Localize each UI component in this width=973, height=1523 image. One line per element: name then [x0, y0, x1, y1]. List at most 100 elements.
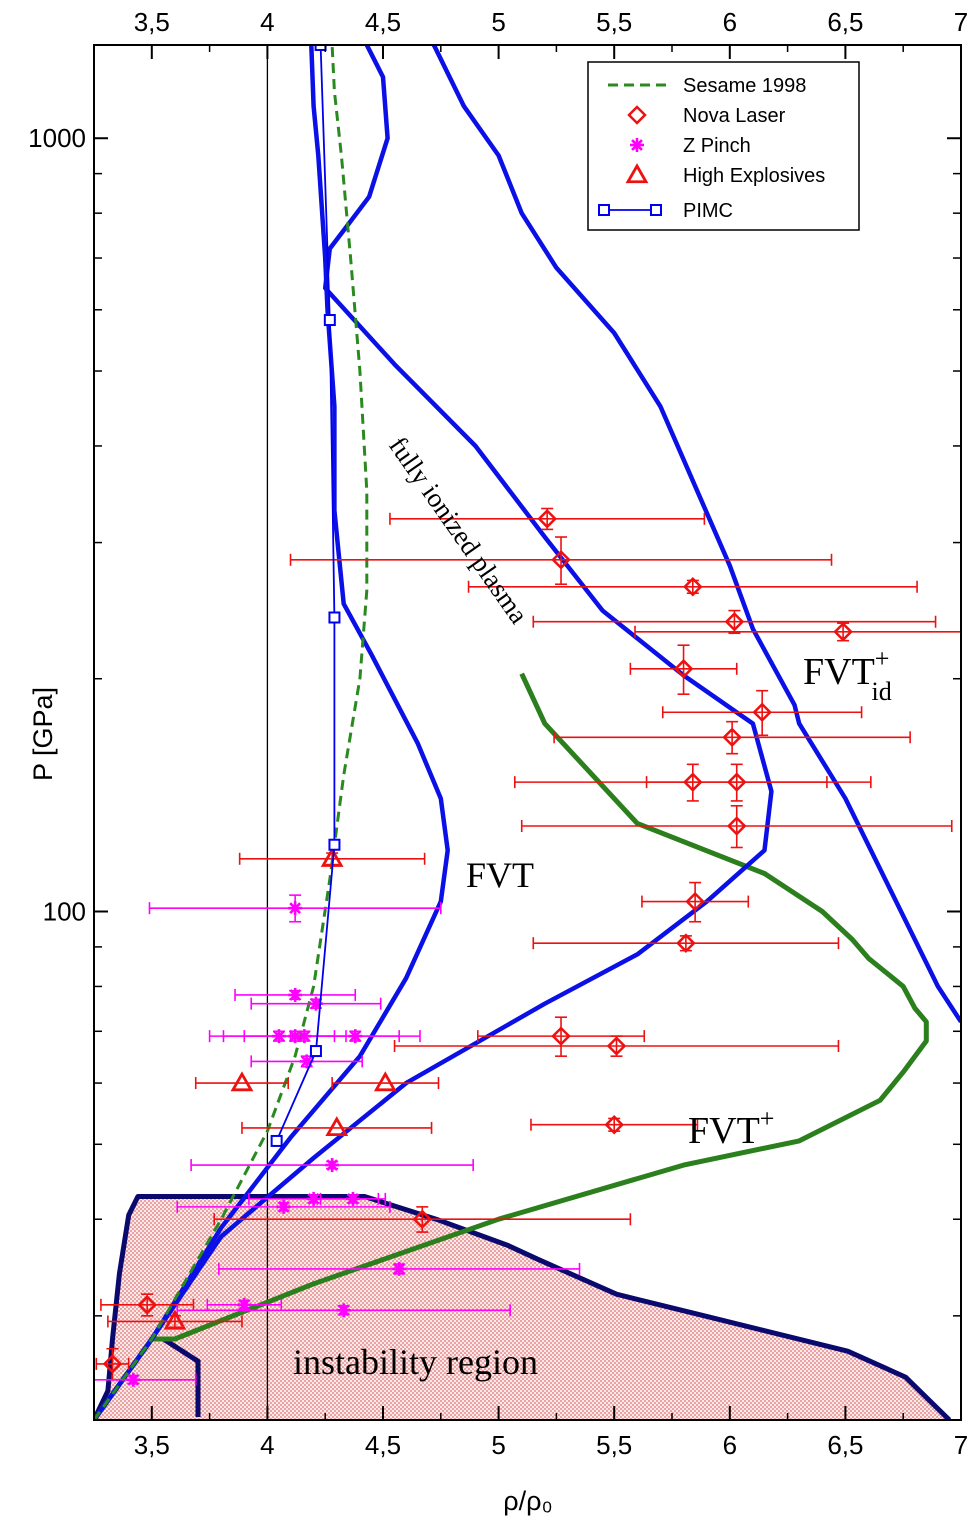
- fvt-plus-curve: [94, 672, 929, 1420]
- star-stroke: [347, 1193, 359, 1205]
- annotation-fvt-plus: FVT+: [688, 1104, 774, 1152]
- data-point: [641, 881, 750, 923]
- data-point: [206, 1297, 283, 1312]
- annotation-fvt-id: FVT+ id: [803, 644, 892, 706]
- x-tick-label-bottom: 6: [723, 1430, 737, 1460]
- annotation-fvt-plus-sup: +: [760, 1104, 775, 1133]
- nova-marker: [726, 816, 747, 836]
- annotation-instability-region: instability region: [293, 1342, 538, 1382]
- instability-boundary-tail: [162, 1336, 201, 1417]
- star-stroke: [289, 902, 302, 915]
- fvt-curve-left: [94, 45, 450, 1420]
- data-point: [190, 1158, 474, 1173]
- nova-marker: [412, 1209, 433, 1229]
- y-tick-label: 100: [43, 897, 86, 927]
- sesame-line: [94, 45, 369, 1420]
- series-z-pinch: [94, 894, 581, 1387]
- nova-marker: [137, 1295, 157, 1315]
- legend-marker-zpinch: [630, 138, 644, 152]
- pimc-point: [328, 611, 341, 624]
- zpinch-marker: [288, 987, 303, 1002]
- legend-marker-pimc-square: [650, 204, 662, 216]
- zpinch-marker: [325, 1158, 340, 1173]
- data-point: [553, 720, 911, 755]
- star-stroke: [289, 989, 302, 1001]
- x-tick-label-top: 7: [954, 7, 968, 37]
- zpinch-marker: [348, 1029, 363, 1044]
- star-stroke: [277, 1200, 290, 1213]
- legend-marker-pimc-square: [598, 204, 610, 216]
- x-tick-label-top: 3,5: [134, 7, 170, 37]
- he-marker: [163, 1309, 187, 1330]
- nova-marker: [752, 702, 772, 723]
- data-point: [532, 933, 840, 953]
- pimc-point: [270, 1134, 283, 1147]
- zpinch-marker: [392, 1261, 407, 1276]
- axes: 3,5 3,5 4 4 4,5 4,5 5 5 5,5 5,5 6 6 6,5 6,5 7 7 100 1000: [28, 7, 968, 1460]
- data-point: [520, 804, 953, 849]
- pimc-point: [328, 838, 341, 851]
- nova-marker: [604, 1114, 624, 1135]
- data-point: [629, 644, 738, 695]
- star-stroke: [238, 1298, 251, 1311]
- x-tick-label-top: 6,5: [827, 7, 863, 37]
- pimc-line: [275, 45, 336, 1142]
- legend-entry-nova: Nova Laser: [683, 105, 786, 127]
- legend-entry-pimc: PIMC: [683, 200, 733, 222]
- annotation-fvt-id-base: FVT: [803, 651, 875, 693]
- star-stroke: [326, 1159, 339, 1171]
- x-tick-label-bottom: 4,5: [365, 1430, 401, 1460]
- legend-entry-sesame: Sesame 1998: [683, 75, 806, 97]
- he-marker: [325, 1116, 349, 1137]
- series-sesame-1998: [94, 45, 369, 1420]
- nova-marker: [685, 891, 705, 912]
- instability-fill: [94, 1196, 950, 1420]
- nova-marker: [683, 772, 703, 792]
- data-point: [148, 894, 442, 923]
- x-tick-label-bottom: 5,5: [596, 1430, 632, 1460]
- legend: Sesame 1998 Nova Laser Z Pinch High Expl…: [587, 61, 860, 231]
- star-stroke: [307, 1193, 320, 1205]
- nova-marker: [833, 622, 853, 642]
- pimc-point: [314, 45, 327, 51]
- data-point: [218, 1261, 581, 1276]
- x-axis-title: ρ/ρ₀: [503, 1486, 552, 1516]
- data-point: [100, 1293, 195, 1317]
- nova-marker: [676, 933, 696, 953]
- legend-entry-zpinch: Z Pinch: [683, 135, 751, 157]
- data-point: [107, 1309, 243, 1330]
- zpinch-marker: [306, 1191, 321, 1206]
- nova-marker: [683, 577, 703, 597]
- annotation-fully-ionized-plasma: fully ionized plasma: [383, 431, 534, 629]
- annotation-fvt: FVT: [466, 855, 534, 895]
- nova-marker: [726, 772, 747, 792]
- x-tick-label-bottom: 4: [260, 1430, 274, 1460]
- data-point: [94, 1372, 197, 1387]
- data-point: [289, 1029, 421, 1044]
- zpinch-marker: [126, 1372, 141, 1387]
- star-stroke: [393, 1263, 406, 1275]
- data-point: [634, 622, 961, 642]
- nova-marker: [724, 611, 745, 632]
- data-point: [241, 1116, 433, 1137]
- nova-marker: [537, 509, 557, 529]
- x-tick-label-top: 4,5: [365, 7, 401, 37]
- data-point: [319, 1191, 387, 1206]
- legend-entry-he: High Explosives: [683, 165, 825, 187]
- x-tick-label-bottom: 7: [954, 1430, 968, 1460]
- nova-marker: [606, 1036, 627, 1056]
- plot-frame: [93, 44, 962, 1421]
- x-tick-label-top: 6: [723, 7, 737, 37]
- data-point: [234, 987, 357, 1002]
- data-point: [331, 1071, 440, 1092]
- he-marker: [230, 1071, 254, 1092]
- nova-marker: [722, 727, 742, 748]
- data-point: [289, 536, 833, 586]
- y-tick-label: 1000: [28, 123, 86, 153]
- pimc-point: [309, 1045, 322, 1058]
- zpinch-marker: [345, 1191, 360, 1206]
- x-tick-label-bottom: 3,5: [134, 1430, 170, 1460]
- data-point: [176, 1199, 391, 1214]
- x-tick-label-top: 5: [491, 7, 505, 37]
- fvt-curve-outer: [431, 45, 961, 1024]
